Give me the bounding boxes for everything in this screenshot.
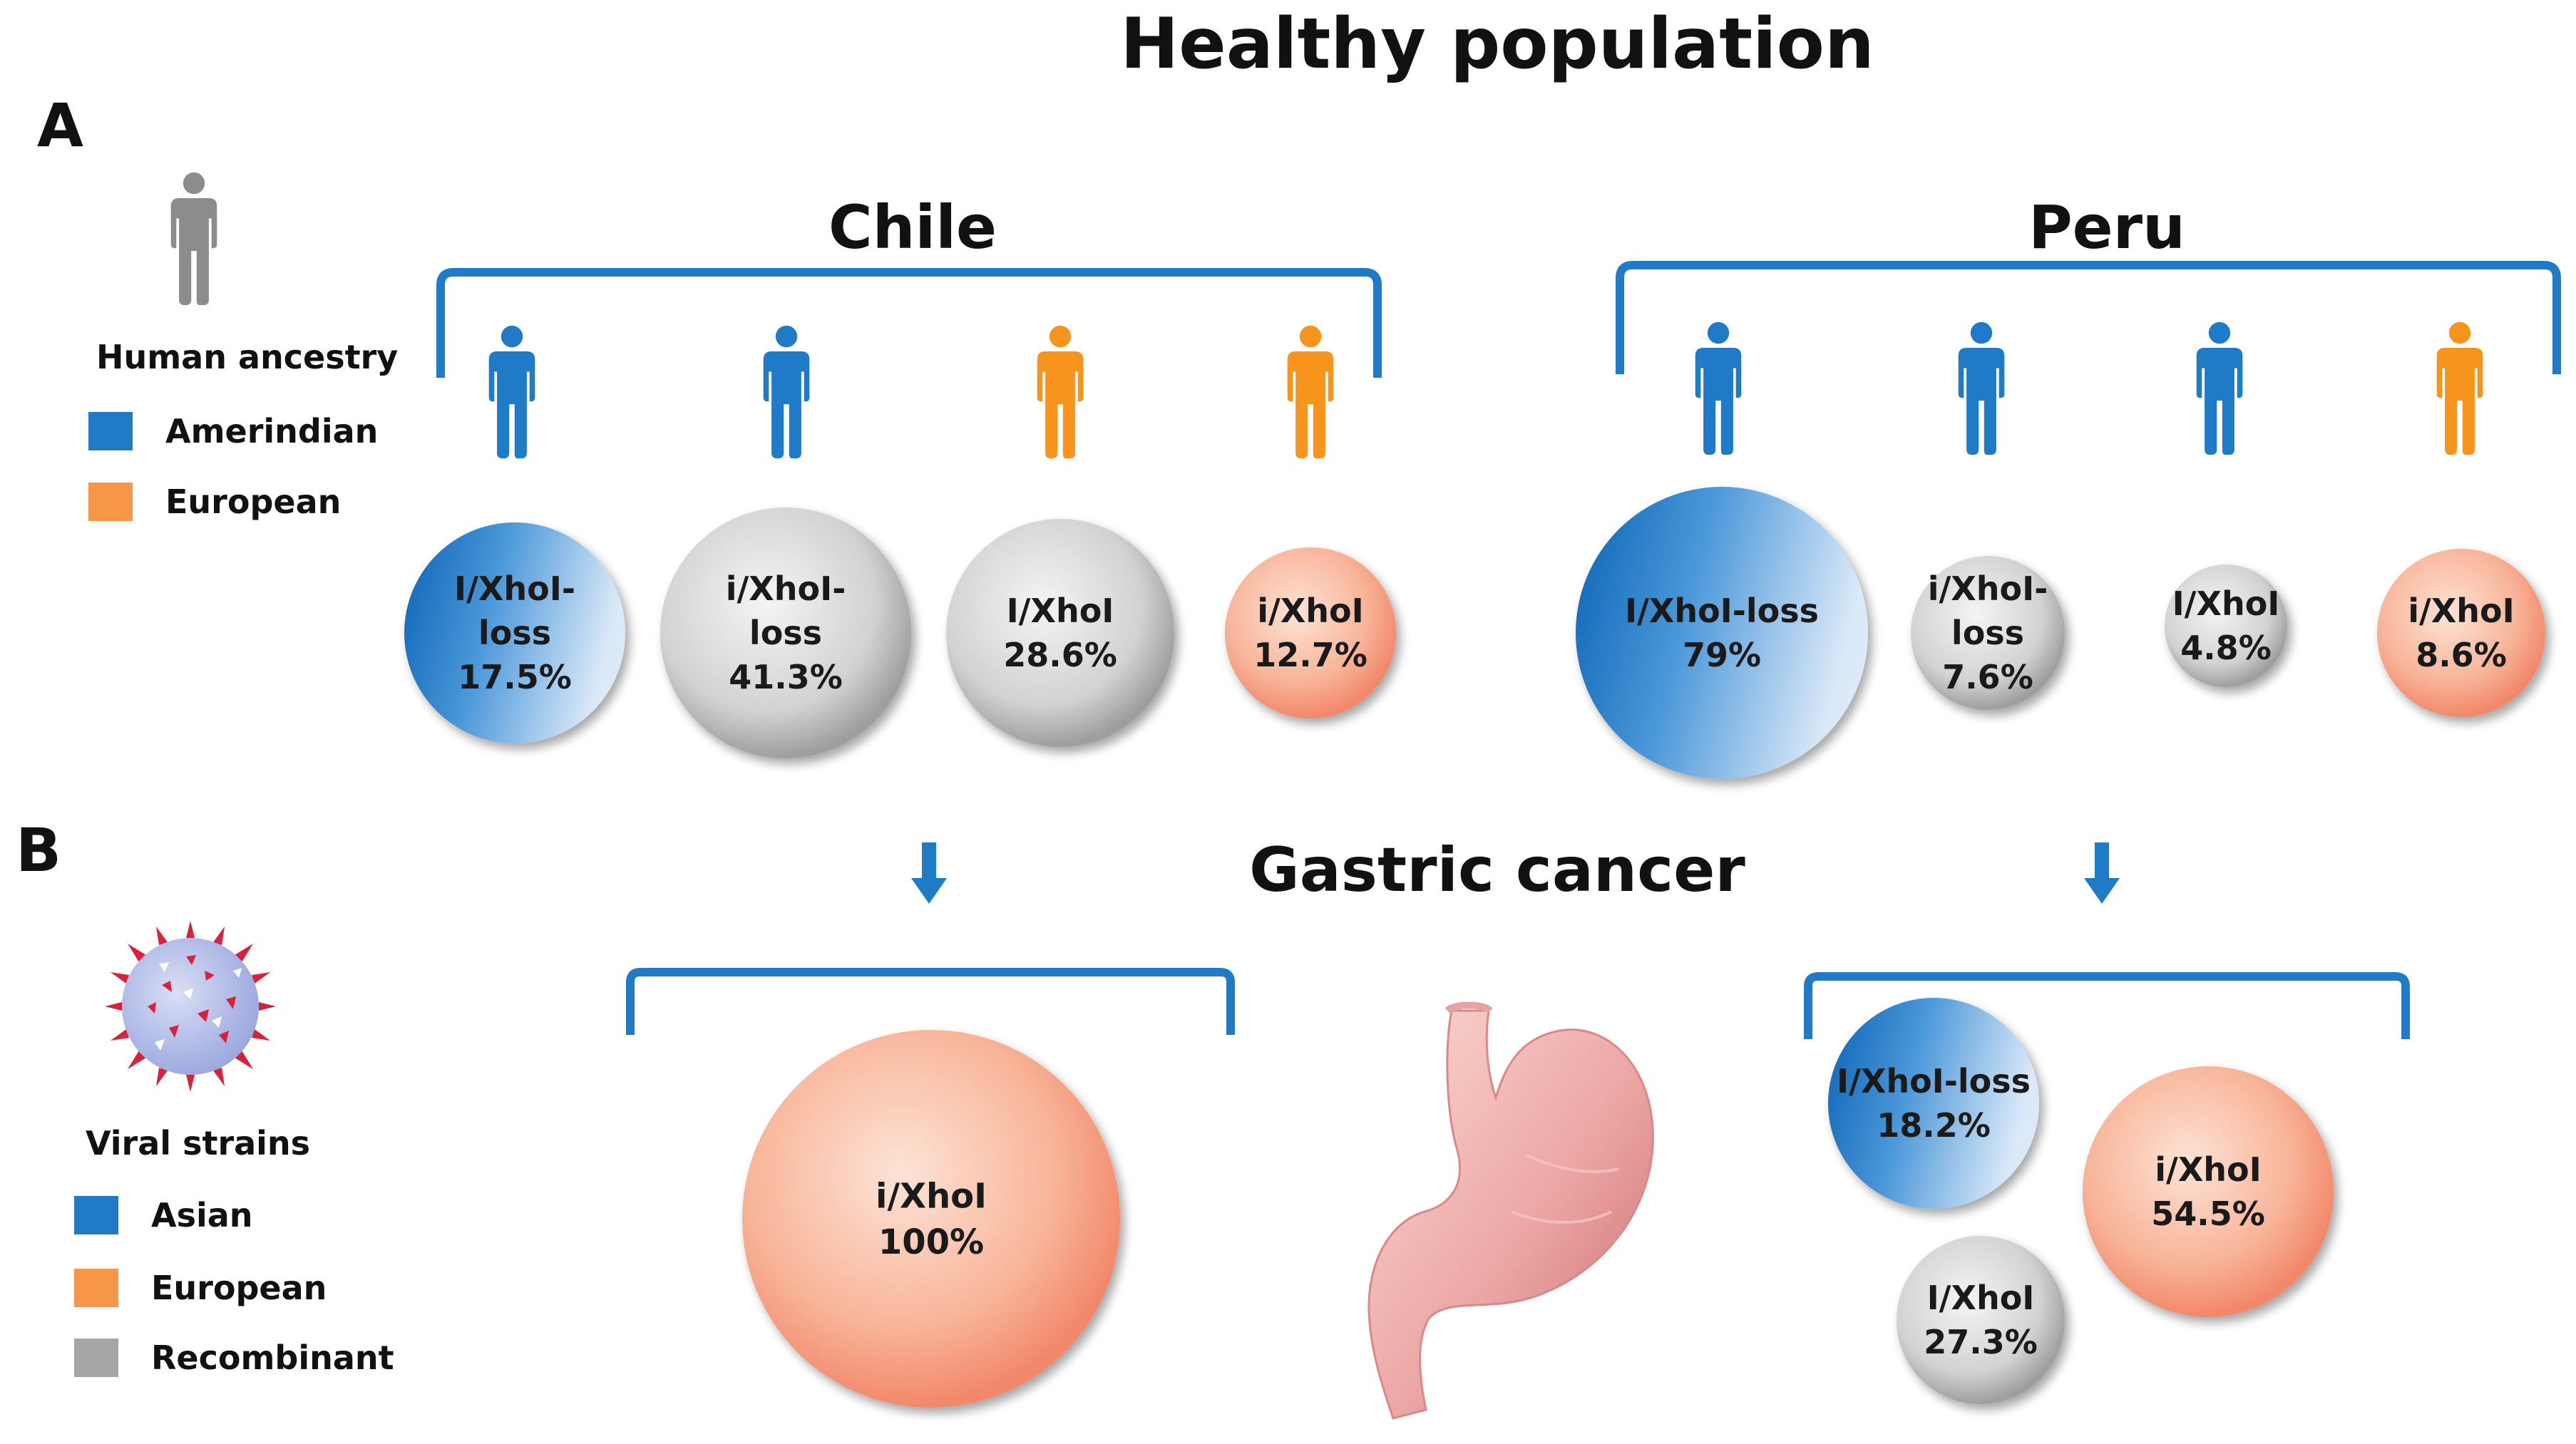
- peru-bubble-label: I/XhoI-loss: [1625, 592, 1819, 630]
- peru-cancer-bubble-label: i/XhoI: [2155, 1150, 2262, 1189]
- chile-bubble-circle: [404, 522, 625, 743]
- peru-cancer-bubbles: I/XhoI-loss 18.2% i/XhoI 54.5% I/XhoI 27.3%: [1828, 998, 2334, 1404]
- peru-person-european-icon: [2436, 321, 2483, 455]
- chile-person-amerindian-icon: [488, 325, 535, 459]
- peru-bubble-label: I/XhoI: [2172, 584, 2280, 623]
- panel-b-letter: B: [16, 815, 61, 885]
- chile-bubble-label: I/XhoI-: [454, 569, 575, 608]
- chile-bubble-circle: [946, 519, 1174, 747]
- chile-bubble-label: i/XhoI: [1257, 592, 1364, 630]
- chile-bubble-circle: [660, 507, 911, 758]
- figure-title: Healthy population: [1120, 4, 1874, 85]
- peru-bubble-label: 4.8%: [2180, 629, 2272, 667]
- peru-bubble-circle: [2165, 564, 2287, 687]
- peru-cancer-bubble-european: i/XhoI 54.5%: [2083, 1066, 2334, 1317]
- peru-bubble-label: loss: [1951, 614, 2024, 652]
- asian-legend-label: Asian: [151, 1196, 253, 1234]
- panel-a-letter: A: [37, 91, 83, 160]
- amerindian-legend-label: Amerindian: [165, 412, 378, 450]
- european-legend-label: European: [165, 483, 341, 521]
- peru-bubble-circle: [2377, 549, 2545, 717]
- peru-people: [1695, 321, 2483, 455]
- peru-cancer-bubble-label: 54.5%: [2151, 1195, 2265, 1233]
- recombinant-legend-label: Recombinant: [151, 1339, 394, 1377]
- chile-person-european-icon: [1037, 325, 1084, 459]
- peru-bubble-european: i/XhoI 8.6%: [2377, 549, 2545, 717]
- chile-label: Chile: [828, 192, 997, 262]
- chile-bubble-asian: I/XhoI-loss 17.5%: [404, 522, 625, 743]
- peru-person-amerindian-icon: [1695, 321, 1742, 455]
- chile-people: [488, 325, 1334, 459]
- european-swatch: [88, 483, 133, 521]
- peru-bubble-circle: [1911, 556, 2065, 710]
- person-icon: [170, 172, 217, 306]
- chile-bubble-label: I/XhoI: [1007, 592, 1114, 630]
- european-strain-swatch: [74, 1269, 118, 1307]
- peru-cancer-bracket: [1804, 972, 2410, 1039]
- peru-cancer-bubble-label: 18.2%: [1877, 1106, 1991, 1145]
- chile-cancer-bubbles: i/XhoI 100%: [742, 1030, 1120, 1408]
- peru-bubble-asian: I/XhoI-loss 79%: [1576, 487, 1868, 779]
- peru-cancer-bubble-label: I/XhoI-loss: [1837, 1062, 2031, 1100]
- peru-cancer-bubble-circle: [1897, 1236, 2065, 1404]
- chile-cancer-bubble-european: i/XhoI 100%: [742, 1030, 1120, 1408]
- recombinant-swatch: [74, 1339, 118, 1377]
- stomach-icon: [1367, 1001, 1654, 1420]
- chile-bubble-label: 41.3%: [729, 658, 843, 696]
- chile-person-amerindian-icon: [763, 325, 810, 459]
- chile-cancer-bubble-label: i/XhoI: [876, 1176, 987, 1216]
- peru-bubble-recombinant: I/XhoI 4.8%: [2165, 564, 2287, 687]
- peru-bubble-label: 7.6%: [1942, 658, 2033, 696]
- european-strain-legend-label: European: [151, 1269, 327, 1307]
- chile-bubble-label: 28.6%: [1003, 636, 1117, 674]
- chile-cancer-bubble-circle: [742, 1030, 1120, 1408]
- peru-person-amerindian-icon: [2196, 321, 2243, 455]
- chile-bubbles: I/XhoI-loss 17.5% i/XhoI-loss 41.3% I/XhoI 28…: [404, 507, 1396, 758]
- ancestry-legend: Human ancestry Amerindian European: [88, 172, 398, 521]
- chile-bubble-recombinant: i/XhoI-loss 41.3%: [660, 507, 911, 758]
- peru-bubble-circle: [1576, 487, 1868, 779]
- amerindian-swatch: [88, 412, 133, 450]
- chile-cancer-bubble-label: 100%: [878, 1222, 984, 1262]
- strains-legend-title: Viral strains: [86, 1124, 310, 1162]
- peru-bubble-label: 79%: [1683, 636, 1761, 674]
- peru-label: Peru: [2028, 192, 2185, 262]
- chile-bubble-label: loss: [478, 614, 551, 652]
- peru-cancer-bubble-label: 27.3%: [1924, 1323, 2038, 1361]
- chile-bubble-label: 17.5%: [458, 658, 572, 696]
- chile-bracket: [436, 268, 1382, 378]
- peru-bubble-recombinant: i/XhoI-loss 7.6%: [1911, 556, 2065, 710]
- chile-bubble-label: 12.7%: [1253, 636, 1367, 674]
- peru-bubble-label: i/XhoI: [2408, 592, 2515, 630]
- chile-bubble-european: i/XhoI 12.7%: [1225, 547, 1396, 718]
- chile-bubble-recombinant: I/XhoI 28.6%: [946, 519, 1174, 747]
- asian-swatch: [74, 1196, 118, 1234]
- virus-icon: [105, 921, 276, 1092]
- peru-down-arrow: [2084, 842, 2120, 904]
- chile-down-arrow: [911, 842, 947, 904]
- peru-bubbles: I/XhoI-loss 79% i/XhoI-loss 7.6% I/XhoI 4.8% i…: [1576, 487, 2545, 779]
- ancestry-legend-title: Human ancestry: [96, 338, 398, 376]
- peru-cancer-bubble-asian: I/XhoI-loss 18.2%: [1828, 998, 2039, 1209]
- chile-cancer-bracket: [626, 968, 1235, 1035]
- peru-bubble-label: 8.6%: [2416, 636, 2507, 674]
- peru-bubble-label: i/XhoI-: [1928, 569, 2048, 608]
- peru-bracket: [1616, 261, 2561, 374]
- chile-bubble-circle: [1225, 547, 1396, 718]
- chile-bubble-label: loss: [749, 614, 822, 652]
- peru-cancer-bubble-label: I/XhoI: [1927, 1279, 2035, 1317]
- strains-legend: Viral strains Asian European Recombinant: [74, 921, 394, 1377]
- peru-person-amerindian-icon: [1958, 321, 2005, 455]
- chile-person-european-icon: [1287, 325, 1334, 459]
- peru-cancer-bubble-circle: [1828, 998, 2039, 1209]
- peru-cancer-bubble-recombinant: I/XhoI 27.3%: [1897, 1236, 2065, 1404]
- chile-bubble-label: i/XhoI-: [726, 569, 846, 608]
- peru-cancer-bubble-circle: [2083, 1066, 2334, 1317]
- gastric-cancer-title: Gastric cancer: [1249, 835, 1745, 906]
